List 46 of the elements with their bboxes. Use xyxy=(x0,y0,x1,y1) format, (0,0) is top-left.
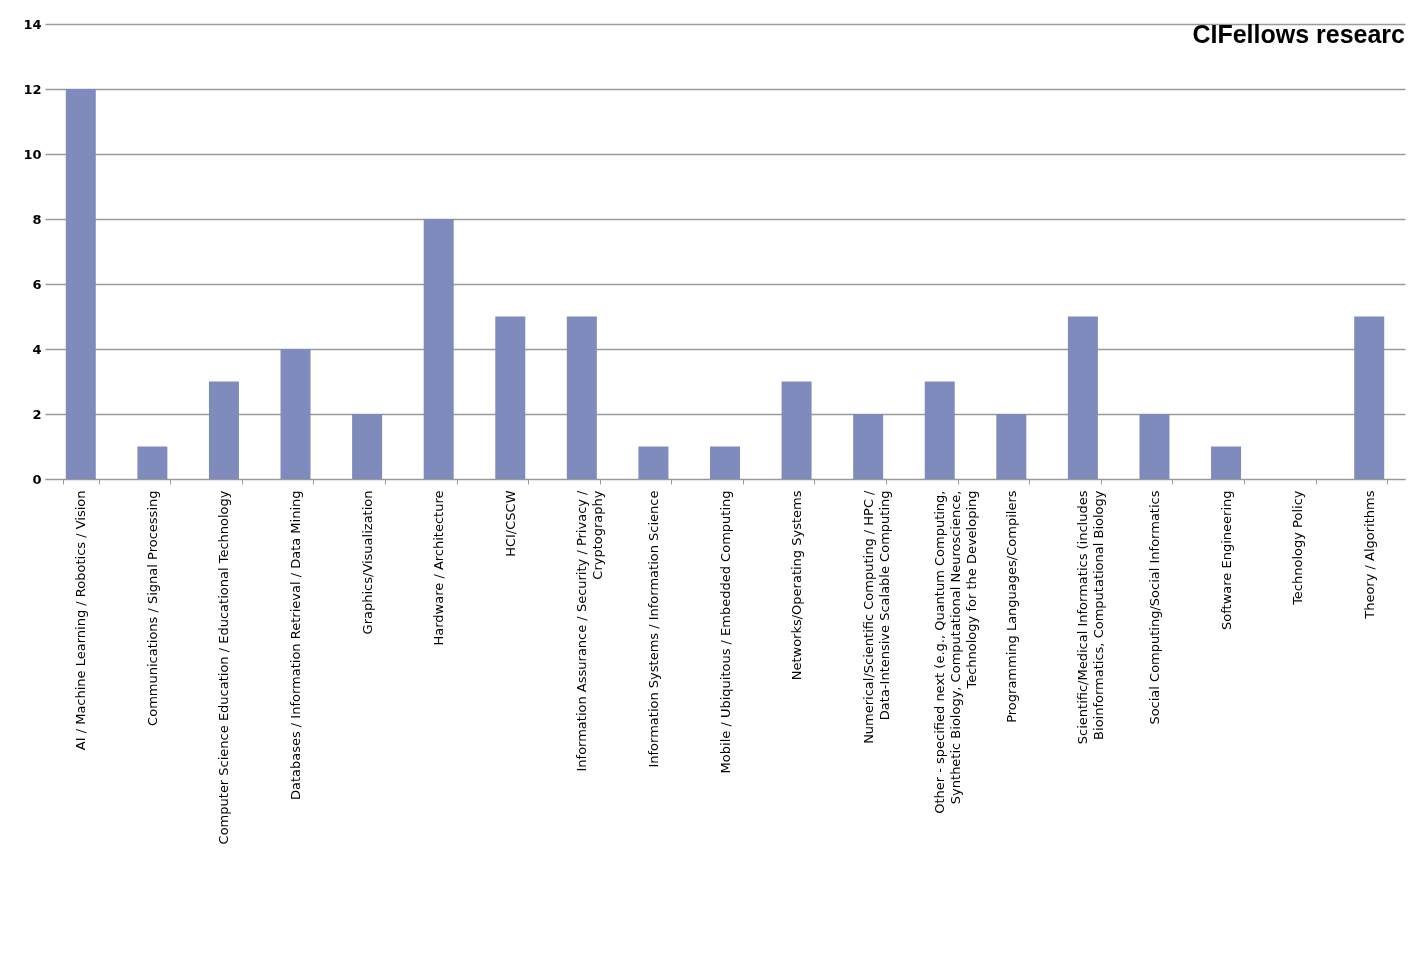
bar xyxy=(495,316,526,479)
y-tick-label: 0 xyxy=(32,471,42,487)
x-tick-label: Networks/Operating Systems xyxy=(789,490,805,681)
bar xyxy=(1354,316,1385,479)
bar xyxy=(924,381,955,479)
x-tick-label: Information Assurance / Security / Privacy / Cryptography xyxy=(574,489,606,772)
x-tick-label: Computer Science Education / Educational Technology xyxy=(216,490,232,845)
x-tick-label: Graphics/Visualization xyxy=(359,490,375,635)
bar xyxy=(1211,446,1242,479)
bar xyxy=(1139,414,1170,479)
bar xyxy=(137,446,168,479)
x-tick-label: Communications / Signal Processing xyxy=(144,490,160,726)
y-tick-label: 6 xyxy=(32,276,42,292)
x-tick-label: Theory / Algorithms xyxy=(1361,490,1377,620)
chart-title: CIFellows researc xyxy=(1192,20,1406,48)
x-tick-label: Hardware / Architecture xyxy=(431,490,447,646)
x-tick-label: Programming Languages/Compilers xyxy=(1003,490,1019,723)
bar xyxy=(423,219,454,479)
x-tick-label: Software Engineering xyxy=(1218,490,1234,630)
y-tick-label: 14 xyxy=(23,16,42,32)
bar xyxy=(1067,316,1098,479)
x-tick-label: Information Systems / Information Science xyxy=(645,490,661,768)
bar xyxy=(352,414,383,479)
x-tick-label: Social Computing/Social Informatics xyxy=(1146,490,1162,725)
y-tick-label: 2 xyxy=(32,406,42,422)
x-tick-label: HCI/CSCW xyxy=(502,490,518,557)
y-tick-label: 8 xyxy=(32,211,42,227)
y-tick-label: 10 xyxy=(23,146,42,162)
bar xyxy=(710,446,740,479)
bar xyxy=(65,89,96,479)
x-tick-label: AI / Machine Learning / Robotics / Vision xyxy=(73,490,89,751)
bar xyxy=(996,414,1027,479)
x-tick-label: Scientific/Medical Informatics (includes Bioinformatics, Computational Biology xyxy=(1075,490,1107,745)
bar xyxy=(638,446,669,479)
y-tick-label: 4 xyxy=(32,341,42,357)
bar xyxy=(781,381,812,479)
x-tick-label: Other - specified next (e.g., Quantum Computing, Synthetic Biology, Computational Neuroscience, Technology for the Developing xyxy=(932,490,980,814)
bar xyxy=(208,381,239,479)
bar xyxy=(280,349,311,479)
x-tick-label: Numerical/Scientific Computing / HPC / Data-Intensive Scalable Computing xyxy=(860,489,892,744)
y-tick-label: 12 xyxy=(23,81,42,97)
bar xyxy=(566,316,597,479)
x-tick-label: Databases / Information Retrieval / Data Mining xyxy=(288,490,304,801)
x-tick-label: Technology Policy xyxy=(1290,490,1306,606)
bar xyxy=(853,414,884,479)
x-tick-label: Mobile / Ubiquitous / Embedded Computing xyxy=(717,490,733,774)
